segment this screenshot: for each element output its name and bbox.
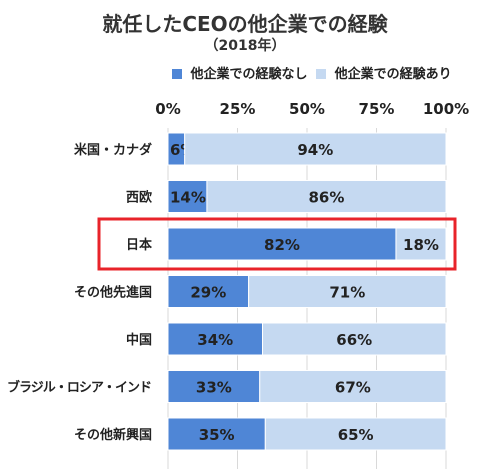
bar-no-experience	[167, 322, 264, 356]
data-label: 33%	[196, 379, 232, 397]
data-label: 66%	[336, 331, 372, 349]
bar-with-experience	[264, 417, 447, 451]
bar-with-experience	[259, 370, 447, 403]
data-label: 67%	[335, 379, 371, 397]
bar-with-experience	[248, 275, 447, 308]
chart-title: 就任したCEOの他企業での経験	[102, 12, 388, 36]
legend-swatch-no-experience	[172, 69, 182, 79]
data-label: 65%	[338, 426, 374, 444]
data-label: 82%	[264, 236, 300, 254]
category-label: 日本	[126, 237, 152, 253]
data-label: 35%	[199, 426, 235, 444]
bar-with-experience	[184, 132, 447, 166]
data-label: 34%	[197, 331, 233, 349]
x-tick-label: 0%	[155, 100, 180, 118]
data-label: 29%	[190, 284, 226, 302]
legend-item-with-experience: 他企業での経験あり	[316, 63, 452, 82]
legend: 他企業での経験なし 他企業での経験あり	[172, 63, 456, 82]
x-tick-label: 100%	[423, 100, 469, 118]
data-label: 18%	[403, 236, 439, 254]
bar-with-experience	[206, 180, 447, 213]
data-label: 94%	[297, 141, 333, 159]
highlight-box	[97, 217, 457, 271]
x-tick-label: 50%	[289, 100, 325, 118]
bar-no-experience	[167, 370, 261, 403]
x-tick-label: 25%	[220, 100, 256, 118]
chart-subtitle: （2018年）	[204, 38, 286, 54]
bar-with-experience	[395, 227, 447, 261]
category-label: 西欧	[126, 190, 152, 206]
data-label: 71%	[329, 284, 365, 302]
category-label: その他先進国	[74, 285, 152, 301]
legend-label-with-experience: 他企業での経験あり	[334, 67, 452, 82]
category-label: 米国・カナダ	[74, 142, 152, 158]
bar-with-experience	[262, 322, 447, 356]
bar-no-experience	[167, 417, 266, 451]
legend-item-no-experience: 他企業での経験なし	[172, 63, 308, 82]
x-tick-label: 75%	[359, 100, 395, 118]
data-label: 14%	[170, 189, 206, 207]
category-label: その他新興国	[74, 427, 152, 443]
legend-swatch-with-experience	[316, 69, 327, 79]
data-label: 86%	[309, 189, 345, 207]
category-label: 中国	[126, 332, 152, 348]
legend-label-no-experience: 他企業での経験なし	[190, 67, 308, 82]
category-label: ブラジル・ロシア・インド	[7, 380, 152, 396]
